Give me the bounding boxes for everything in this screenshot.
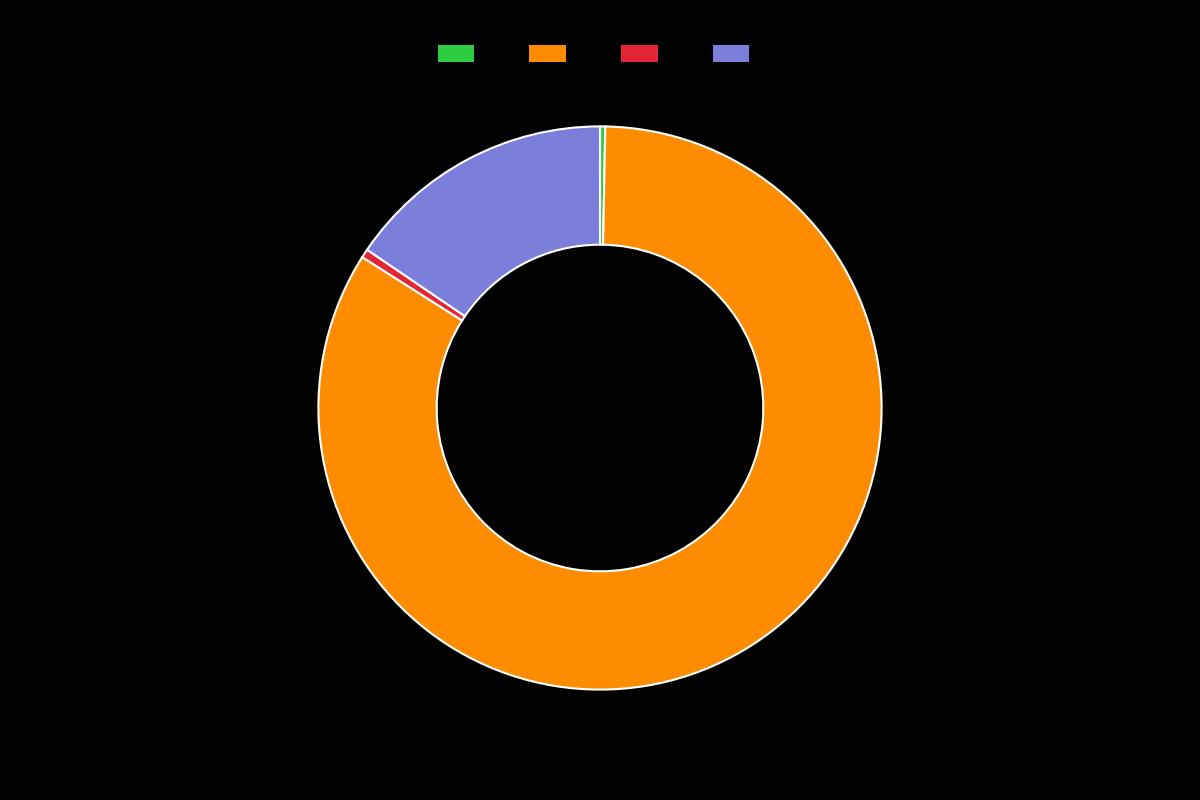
Wedge shape [318, 126, 882, 690]
Legend: , , , : , , , [430, 36, 770, 71]
Wedge shape [367, 126, 600, 316]
Wedge shape [362, 250, 464, 321]
Wedge shape [600, 126, 605, 245]
